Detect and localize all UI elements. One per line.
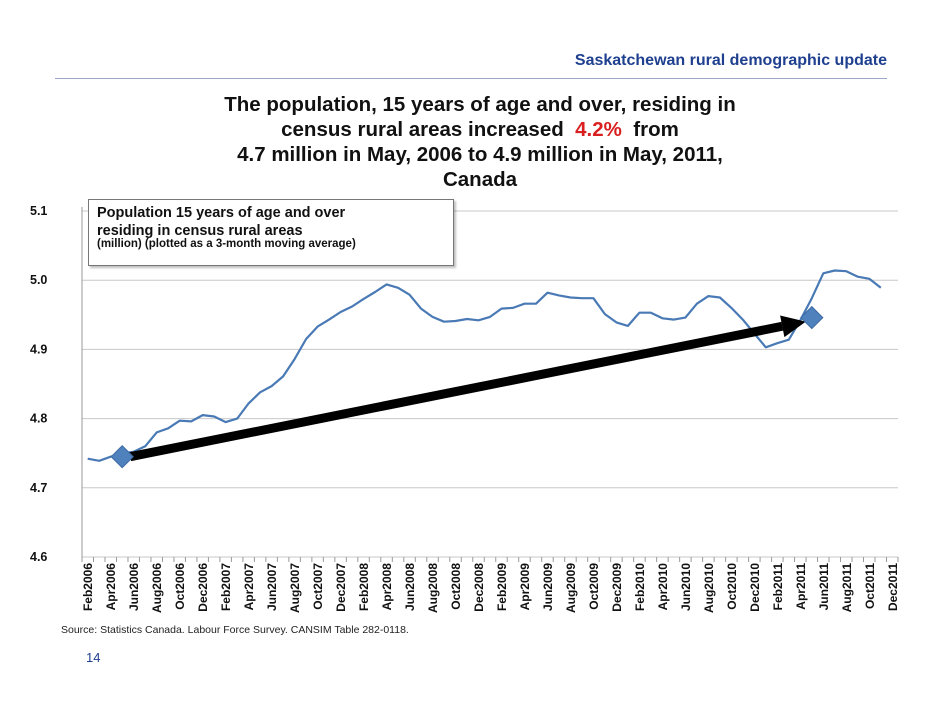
- source-note: Source: Statistics Canada. Labour Force …: [61, 624, 409, 636]
- x-tick-label: Apr2010: [656, 563, 670, 611]
- x-tick-label: Dec2010: [748, 563, 762, 612]
- series-legend-box: Population 15 years of age and over resi…: [88, 199, 454, 266]
- y-tick-label: 4.7: [30, 481, 47, 495]
- x-tick-label: Apr2009: [518, 563, 532, 611]
- x-tick-label: Feb2007: [219, 563, 233, 611]
- x-tick-label: Jun2011: [817, 563, 831, 611]
- x-tick-label: Oct2006: [173, 563, 187, 610]
- headline-line-2-post: from: [633, 118, 679, 141]
- headline-line-2: census rural areas increased 4.2% from: [130, 117, 830, 142]
- x-tick-label: Feb2011: [771, 563, 785, 611]
- highlight-marker-end: [800, 305, 824, 330]
- headline-line-1: The population, 15 years of age and over…: [224, 93, 736, 116]
- x-tick-label: Dec2009: [610, 563, 624, 612]
- x-tick-labels: Feb2006 Apr2006 Jun2006 Aug2006 Oct2006 Dec20…: [81, 563, 900, 613]
- grid-layer: [81, 207, 899, 562]
- y-tick-label: 4.6: [30, 550, 47, 564]
- x-tick-label: Dec2008: [472, 563, 486, 612]
- x-tick-label: Apr2011: [794, 563, 808, 610]
- x-tick-label: Dec2011: [886, 563, 900, 611]
- x-tick-label: Apr2006: [104, 563, 118, 611]
- header-divider: [55, 78, 887, 79]
- y-tick-label: 4.9: [30, 342, 47, 356]
- x-tick-label: Aug2008: [426, 563, 440, 613]
- x-tick-label: Aug2006: [150, 563, 164, 613]
- y-tick-label: 5.1: [30, 204, 47, 218]
- x-tick-label: Jun2010: [679, 563, 693, 611]
- x-tick-label: Jun2009: [541, 563, 555, 611]
- highlight-marker-start: [110, 444, 134, 469]
- x-tick-label: Aug2007: [288, 563, 302, 613]
- legend-line-2: residing in census rural areas: [97, 223, 303, 239]
- legend-line-1: Population 15 years of age and over: [97, 205, 346, 221]
- legend-title: Population 15 years of age and over resi…: [97, 204, 345, 240]
- trend-arrow-layer: [129, 315, 806, 462]
- series-layer: [87, 269, 882, 462]
- legend-line-3: (million) (plotted as a 3-month moving a…: [97, 238, 356, 250]
- y-tick-label: 4.8: [30, 412, 47, 426]
- x-tick-label: Jun2006: [127, 563, 141, 611]
- x-tick-label: Aug2010: [702, 563, 716, 613]
- x-tick-label: Feb2009: [495, 563, 509, 611]
- headline-line-3: 4.7 million in May, 2006 to 4.9 million …: [237, 143, 723, 166]
- x-tick-label: Oct2007: [311, 563, 325, 610]
- y-tick-label: 5.0: [30, 273, 47, 287]
- x-tick-label: Apr2007: [242, 563, 256, 611]
- x-tick-label: Jun2007: [265, 563, 279, 611]
- y-tick-labels: 4.6 4.7 4.8 4.9 5.0 5.1: [30, 204, 47, 564]
- headline-line-2-pre: census rural areas increased: [281, 118, 564, 141]
- population-series-line: [87, 269, 882, 462]
- trend-arrow-head: [780, 315, 806, 338]
- headline-line-4: Canada: [442, 168, 518, 191]
- x-tick-label: Aug2011: [840, 563, 854, 613]
- x-tick-label: Feb2008: [357, 563, 371, 611]
- x-tick-label: Dec2007: [334, 563, 348, 612]
- x-tick-label: Dec2006: [196, 563, 210, 612]
- trend-arrow-shaft: [129, 321, 784, 462]
- x-tick-label: Jun2008: [403, 563, 417, 611]
- page-number: 14: [86, 650, 101, 665]
- x-tick-label: Oct2009: [587, 563, 601, 610]
- x-tick-label: Oct2008: [449, 563, 463, 610]
- x-tick-label: Aug2009: [564, 563, 578, 613]
- x-tick-label: Oct2010: [725, 563, 739, 610]
- highlight-markers: [110, 305, 824, 469]
- x-tick-label: Apr2008: [380, 563, 394, 611]
- x-tick-label: Oct2011: [863, 563, 877, 609]
- x-tick-label: Feb2006: [81, 563, 95, 611]
- report-header-title: Saskatchewan rural demographic update: [574, 52, 887, 69]
- headline-percent: 4.2%: [575, 118, 622, 141]
- x-tick-label: Feb2010: [633, 563, 647, 611]
- chart-headline: The population, 15 years of age and over…: [130, 92, 830, 192]
